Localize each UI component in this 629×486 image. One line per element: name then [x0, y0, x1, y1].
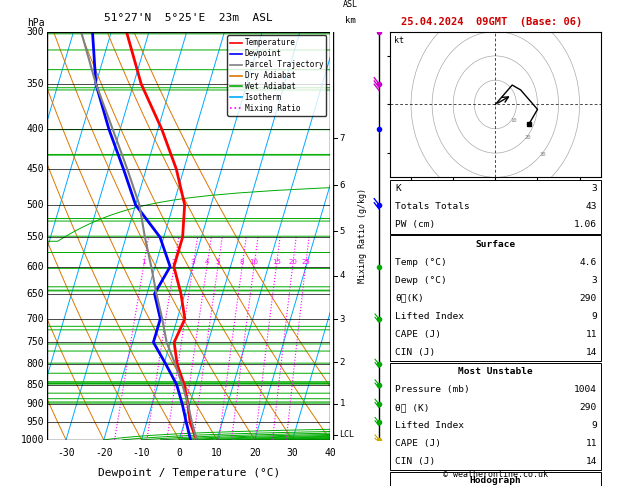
Text: 0: 0 [176, 448, 182, 458]
Text: 20: 20 [288, 259, 297, 264]
Text: 14: 14 [586, 457, 597, 466]
Text: 400: 400 [26, 124, 44, 134]
Text: 51°27'N  5°25'E  23m  ASL: 51°27'N 5°25'E 23m ASL [104, 14, 273, 23]
Text: 30: 30 [287, 448, 298, 458]
Text: 40: 40 [325, 448, 336, 458]
Text: Totals Totals: Totals Totals [395, 202, 470, 211]
Text: 25.04.2024  09GMT  (Base: 06): 25.04.2024 09GMT (Base: 06) [401, 17, 582, 27]
Text: CAPE (J): CAPE (J) [395, 439, 441, 448]
Text: 550: 550 [26, 232, 44, 242]
Text: 4.6: 4.6 [580, 258, 597, 267]
Text: 4: 4 [340, 271, 345, 280]
Text: © weatheronline.co.uk: © weatheronline.co.uk [443, 469, 548, 479]
Text: 650: 650 [26, 289, 44, 299]
Text: CAPE (J): CAPE (J) [395, 330, 441, 339]
Text: 3: 3 [340, 315, 345, 324]
Text: 300: 300 [26, 27, 44, 36]
Text: 20: 20 [249, 448, 260, 458]
Text: 1: 1 [340, 399, 345, 408]
Text: Surface: Surface [476, 240, 515, 249]
Text: 8: 8 [240, 259, 244, 264]
Text: Temp (°C): Temp (°C) [395, 258, 447, 267]
Text: 5: 5 [340, 226, 345, 236]
Text: 6: 6 [340, 181, 345, 190]
Text: 950: 950 [26, 417, 44, 428]
Text: Lifted Index: Lifted Index [395, 421, 464, 430]
Text: Mixing Ratio (g/kg): Mixing Ratio (g/kg) [359, 188, 367, 283]
Text: 1004: 1004 [574, 385, 597, 394]
Text: Hodograph: Hodograph [469, 476, 521, 486]
Text: -30: -30 [57, 448, 75, 458]
Text: Dewpoint / Temperature (°C): Dewpoint / Temperature (°C) [97, 469, 280, 478]
Text: 2: 2 [172, 259, 176, 264]
Text: 450: 450 [26, 164, 44, 174]
Text: 43: 43 [586, 202, 597, 211]
Text: 3: 3 [191, 259, 195, 264]
Text: 350: 350 [26, 79, 44, 89]
Text: K: K [395, 184, 401, 193]
Text: hPa: hPa [26, 17, 44, 28]
Text: 850: 850 [26, 380, 44, 390]
Text: 750: 750 [26, 337, 44, 347]
Text: 15: 15 [272, 259, 281, 264]
Text: 10: 10 [211, 448, 223, 458]
Text: 11: 11 [586, 330, 597, 339]
Text: Dewp (°C): Dewp (°C) [395, 276, 447, 285]
Text: 500: 500 [26, 200, 44, 210]
Text: -10: -10 [133, 448, 150, 458]
Text: 7: 7 [340, 134, 345, 142]
Text: 9: 9 [591, 312, 597, 321]
Text: 290: 290 [580, 403, 597, 412]
Text: Pressure (mb): Pressure (mb) [395, 385, 470, 394]
Text: PW (cm): PW (cm) [395, 220, 435, 229]
Text: 600: 600 [26, 261, 44, 272]
Text: CIN (J): CIN (J) [395, 457, 435, 466]
Text: LCL: LCL [340, 430, 355, 439]
Text: 900: 900 [26, 399, 44, 409]
Text: θᴇ(K): θᴇ(K) [395, 294, 424, 303]
Text: ASL: ASL [343, 0, 358, 9]
Text: kt: kt [394, 36, 404, 45]
Text: 10: 10 [250, 259, 259, 264]
Text: -20: -20 [95, 448, 113, 458]
Text: θᴇ (K): θᴇ (K) [395, 403, 430, 412]
Text: 700: 700 [26, 314, 44, 324]
Text: 1: 1 [142, 259, 146, 264]
Text: 4: 4 [204, 259, 209, 264]
Text: 14: 14 [586, 347, 597, 357]
Text: 10: 10 [510, 118, 516, 122]
Text: 9: 9 [591, 421, 597, 430]
Text: 1000: 1000 [21, 435, 44, 445]
Text: 20: 20 [525, 135, 532, 139]
Text: 3: 3 [591, 276, 597, 285]
Text: km: km [345, 17, 356, 25]
Text: 3: 3 [591, 184, 597, 193]
Text: 5: 5 [216, 259, 220, 264]
Text: 11: 11 [586, 439, 597, 448]
Text: 30: 30 [540, 152, 546, 156]
Text: 800: 800 [26, 359, 44, 369]
Text: Most Unstable: Most Unstable [458, 367, 533, 376]
Text: 290: 290 [580, 294, 597, 303]
Legend: Temperature, Dewpoint, Parcel Trajectory, Dry Adiabat, Wet Adiabat, Isotherm, Mi: Temperature, Dewpoint, Parcel Trajectory… [227, 35, 326, 116]
Text: Lifted Index: Lifted Index [395, 312, 464, 321]
Text: CIN (J): CIN (J) [395, 347, 435, 357]
Text: 25: 25 [301, 259, 310, 264]
Text: 2: 2 [340, 358, 345, 366]
Text: 1.06: 1.06 [574, 220, 597, 229]
